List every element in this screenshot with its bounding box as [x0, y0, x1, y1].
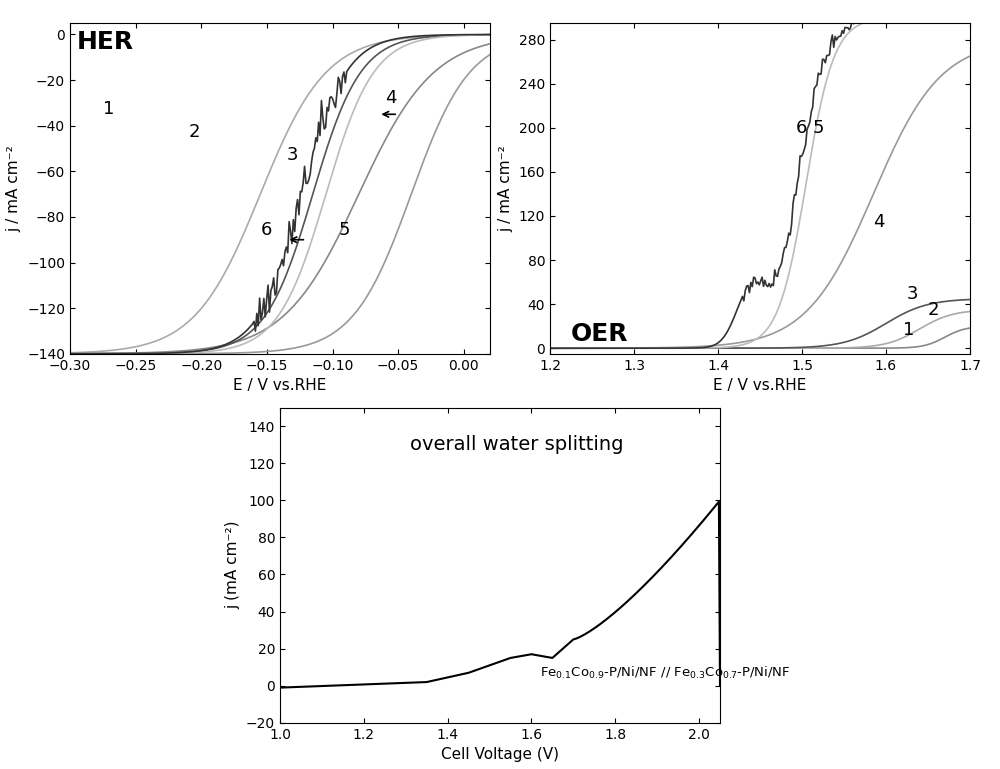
Y-axis label: j / mA cm⁻²: j / mA cm⁻²: [498, 145, 513, 231]
Text: 2: 2: [188, 123, 200, 141]
X-axis label: Cell Voltage (V): Cell Voltage (V): [441, 747, 559, 762]
Text: overall water splitting: overall water splitting: [410, 435, 624, 454]
Text: OER: OER: [571, 322, 629, 346]
Y-axis label: j / mA cm⁻²: j / mA cm⁻²: [7, 145, 22, 231]
Text: 1: 1: [103, 100, 114, 118]
Text: 5: 5: [813, 119, 824, 138]
Text: 2: 2: [928, 301, 940, 319]
X-axis label: E / V vs.RHE: E / V vs.RHE: [713, 378, 807, 393]
Text: 6: 6: [260, 221, 272, 239]
Text: 1: 1: [903, 321, 914, 339]
Text: 4: 4: [873, 213, 885, 231]
Text: 6: 6: [796, 119, 807, 138]
Text: 3: 3: [287, 146, 298, 164]
Y-axis label: j (mA cm⁻²): j (mA cm⁻²): [225, 521, 240, 610]
X-axis label: E / V vs.RHE: E / V vs.RHE: [233, 378, 327, 393]
Text: Fe$_{0.1}$Co$_{0.9}$-P/Ni/NF // Fe$_{0.3}$Co$_{0.7}$-P/Ni/NF: Fe$_{0.1}$Co$_{0.9}$-P/Ni/NF // Fe$_{0.3…: [540, 664, 790, 681]
Text: 4: 4: [385, 89, 396, 107]
Text: HER: HER: [77, 30, 134, 54]
Text: 3: 3: [907, 285, 918, 303]
Text: 5: 5: [339, 221, 351, 239]
